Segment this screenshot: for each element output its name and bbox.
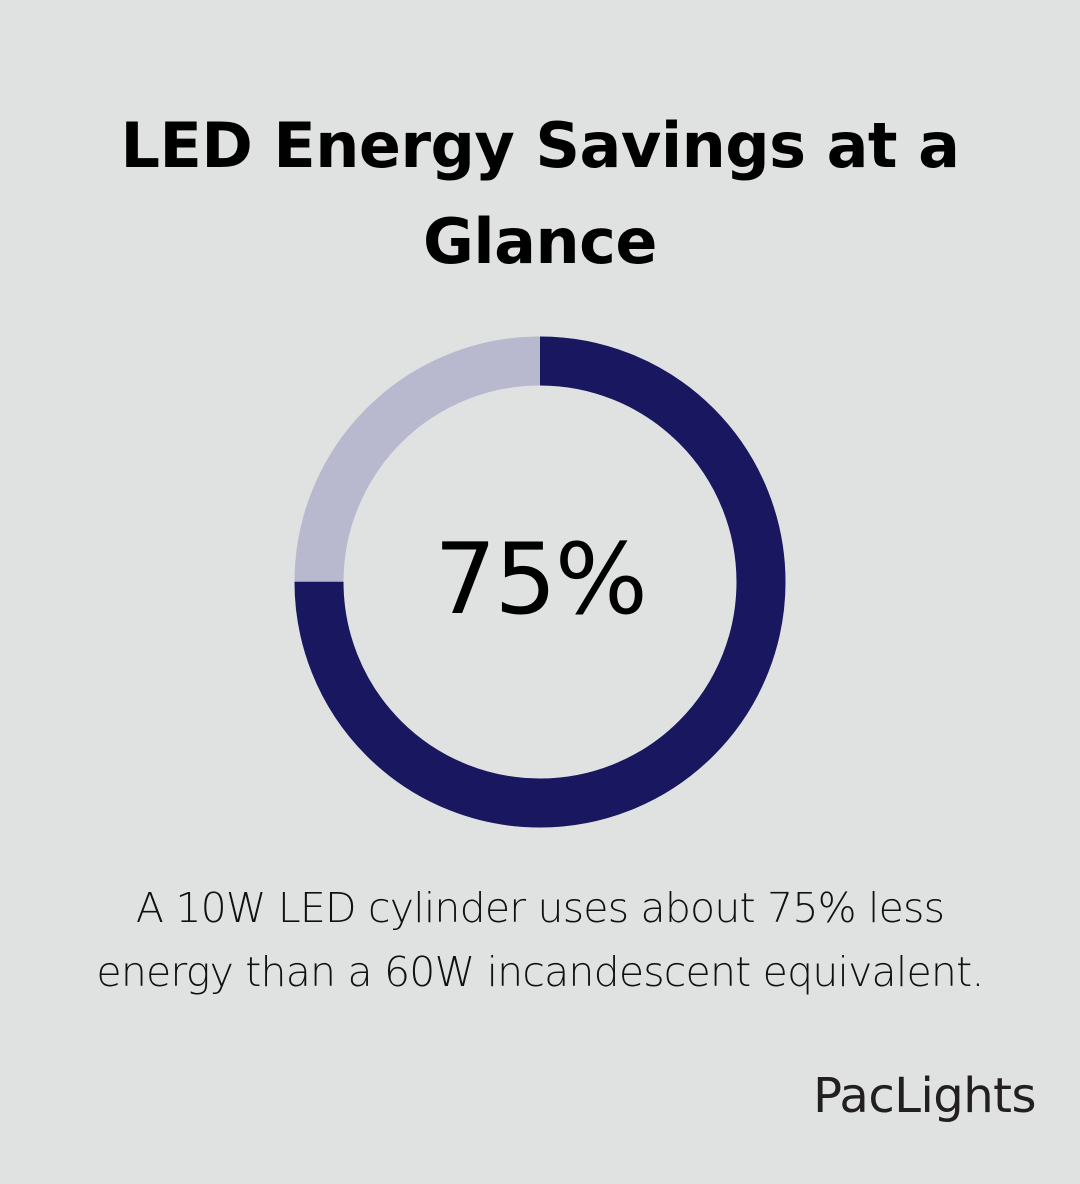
donut-svg bbox=[294, 336, 786, 828]
caption-line-1: A 10W LED cylinder uses about 75% less bbox=[135, 884, 945, 932]
caption-line-2: energy than a 60W incandescent equivalen… bbox=[96, 948, 984, 996]
donut-chart bbox=[290, 332, 790, 832]
brand-logo: PacLights bbox=[813, 1068, 1036, 1124]
caption: A 10W LED cylinder uses about 75% less e… bbox=[0, 876, 1080, 1004]
chart-title: LED Energy Savings at a Glance bbox=[120, 109, 960, 278]
center-percentage: 75% bbox=[434, 523, 648, 637]
donut-segment-saved bbox=[294, 336, 786, 828]
